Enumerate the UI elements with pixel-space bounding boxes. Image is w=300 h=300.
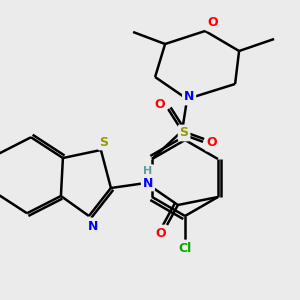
Text: H: H [143,166,152,176]
Text: O: O [155,98,165,110]
Text: O: O [208,16,218,29]
Text: S: S [99,136,108,148]
Text: S: S [180,127,189,140]
Text: N: N [184,91,194,103]
Text: N: N [88,220,98,232]
Text: O: O [207,136,218,149]
Text: N: N [143,176,153,190]
Text: Cl: Cl [178,242,192,254]
Text: O: O [156,226,166,239]
